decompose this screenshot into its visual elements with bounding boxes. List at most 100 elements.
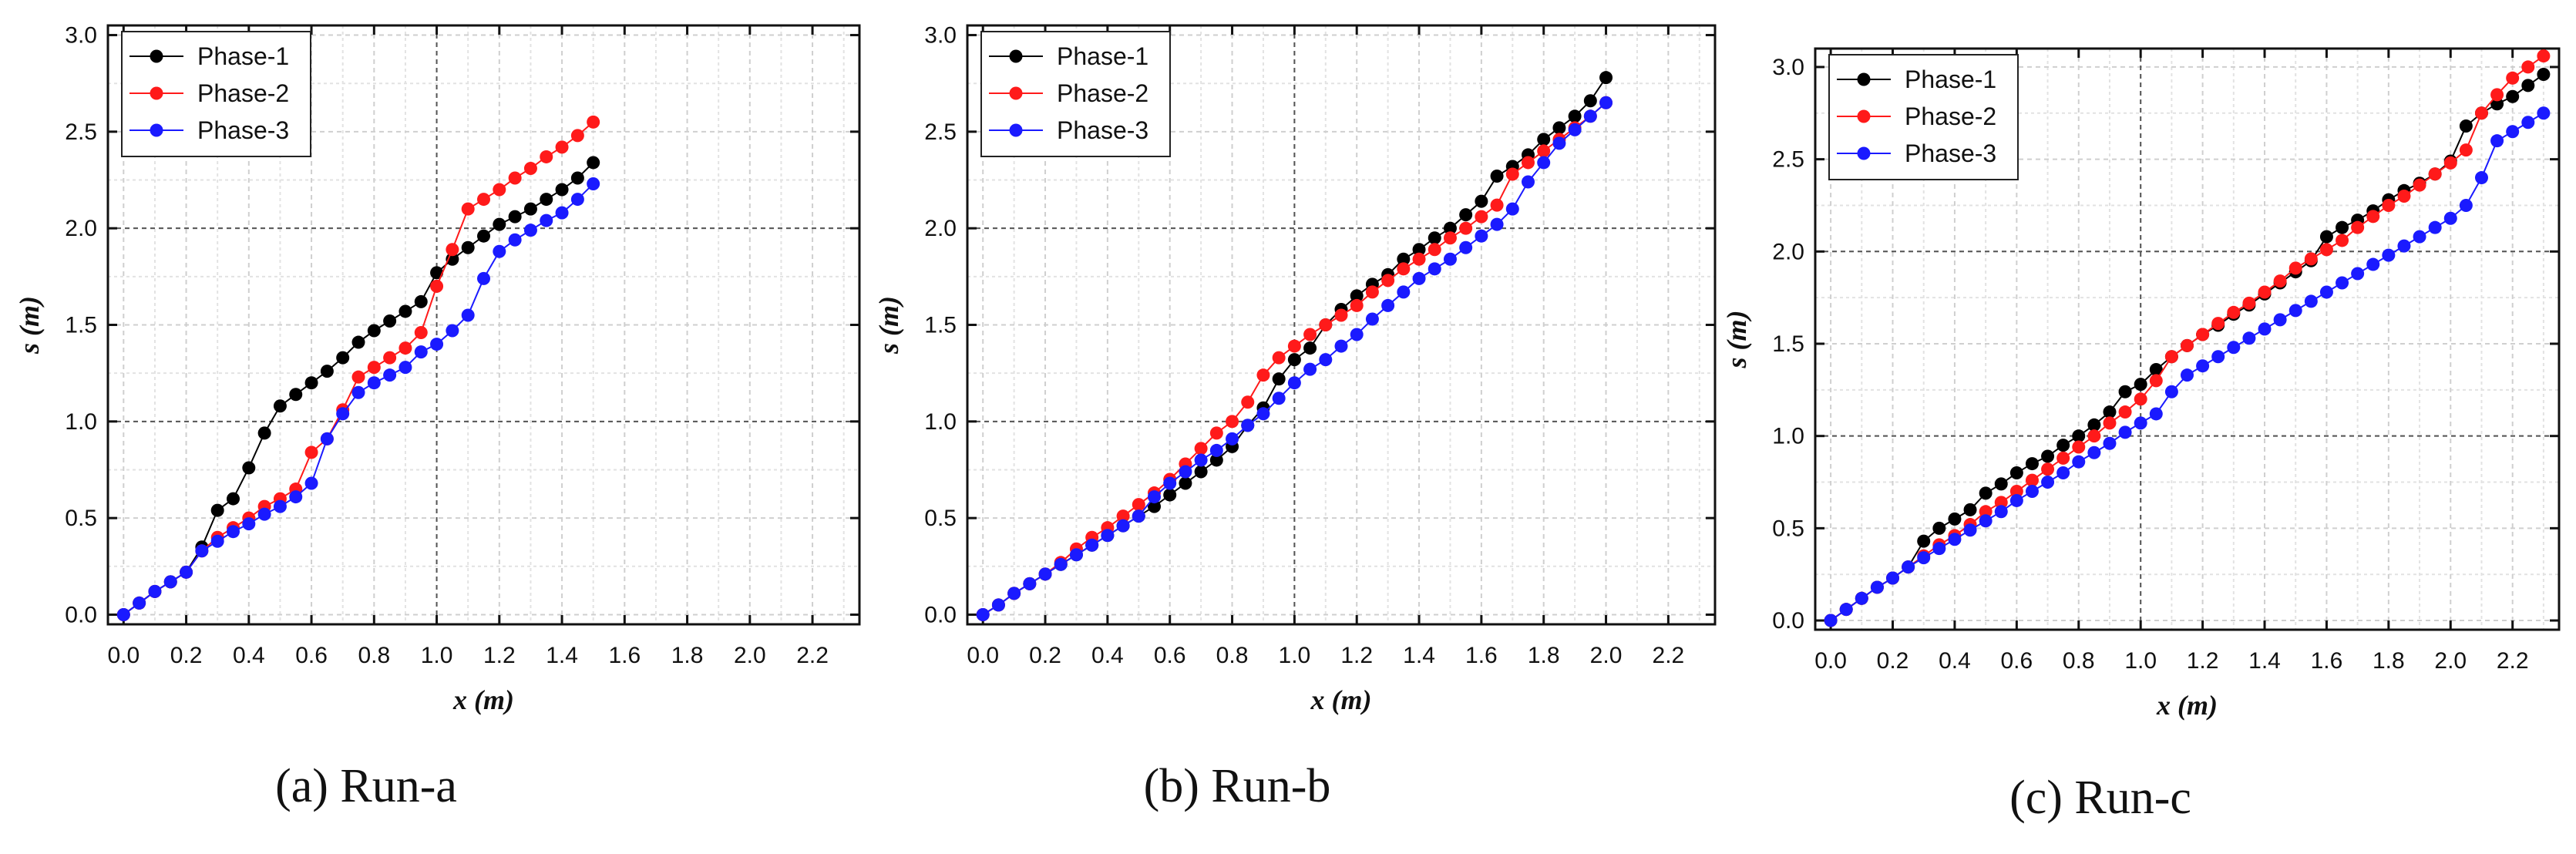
data-point: [1194, 442, 1208, 456]
legend-label: Phase-2: [1057, 79, 1148, 107]
data-point: [2087, 429, 2101, 443]
data-point: [1824, 614, 1838, 627]
data-point: [336, 351, 350, 365]
data-point: [2072, 429, 2086, 443]
data-point: [430, 338, 444, 351]
data-point: [2056, 466, 2070, 480]
x-tick-label: 1.0: [2124, 648, 2157, 674]
data-point: [1490, 217, 1504, 231]
data-point: [1855, 591, 1868, 605]
data-point: [1303, 328, 1317, 341]
data-point: [1334, 308, 1348, 322]
ticks: 0.0 0.2 0.4 0.6 0.8 1.0 1.2 1.4 1.6 1.8 2.0 2.2 0.0 0…: [65, 23, 859, 668]
x-tick-label: 0.6: [295, 643, 328, 668]
data-point: [351, 370, 365, 384]
y-tick-label: 1.5: [1772, 331, 1804, 357]
data-point: [2118, 425, 2132, 439]
data-point: [1886, 571, 1900, 585]
data-point: [2196, 359, 2210, 373]
y-tick-label: 2.0: [924, 216, 957, 241]
data-point: [1522, 175, 1535, 189]
data-point: [1054, 557, 1068, 571]
data-point: [2273, 313, 2287, 327]
data-point: [1490, 170, 1504, 183]
data-point: [2009, 484, 2023, 498]
x-tick-label: 1.2: [483, 643, 516, 668]
legend-marker: [1009, 49, 1023, 63]
data-point: [2056, 451, 2070, 465]
data-point: [2258, 285, 2272, 299]
data-point: [1475, 210, 1488, 224]
x-tick-label: 1.4: [1403, 643, 1435, 668]
data-point: [2118, 385, 2132, 398]
data-point: [2134, 392, 2147, 406]
x-tick-label: 0.0: [967, 643, 999, 668]
data-point: [2490, 134, 2504, 148]
data-point: [1319, 318, 1333, 331]
data-point: [1412, 252, 1426, 266]
data-point: [1007, 587, 1021, 600]
data-point: [1365, 285, 1379, 299]
data-point: [1272, 351, 1286, 365]
legend-marker: [1009, 86, 1023, 100]
data-point: [1226, 432, 1239, 445]
data-point: [1163, 476, 1177, 490]
data-point: [587, 115, 600, 129]
data-point: [1994, 496, 2008, 509]
data-point: [523, 161, 537, 175]
data-point: [2025, 473, 2039, 487]
data-point: [461, 308, 475, 322]
data-point: [1085, 538, 1099, 552]
x-tick-label: 2.0: [1590, 643, 1623, 668]
data-point: [1116, 519, 1130, 533]
data-point: [367, 376, 381, 390]
data-point: [2041, 449, 2055, 463]
data-point: [555, 183, 569, 197]
y-axis-label: s (m): [1721, 311, 1752, 369]
data-point: [1163, 488, 1177, 502]
data-point: [2490, 97, 2504, 111]
data-point: [1412, 271, 1426, 285]
data-point: [1932, 542, 1946, 556]
data-point: [1505, 202, 1519, 216]
data-point: [367, 324, 381, 338]
data-point: [210, 503, 224, 517]
grid: [967, 25, 1715, 624]
x-tick-label: 1.0: [421, 643, 453, 668]
data-point: [1583, 109, 1597, 123]
data-point: [2506, 71, 2520, 85]
data-point: [1459, 221, 1473, 235]
data-point: [508, 233, 522, 247]
data-point: [304, 376, 318, 390]
data-point: [1979, 514, 1993, 528]
data-point: [461, 240, 475, 254]
data-point: [1350, 289, 1364, 303]
data-point: [1599, 96, 1613, 109]
y-tick-label: 3.0: [65, 23, 97, 49]
legend-marker: [150, 86, 163, 100]
data-point: [2397, 189, 2411, 203]
data-point: [1994, 477, 2008, 491]
data-point: [1599, 71, 1613, 85]
data-point: [1963, 523, 1977, 537]
data-point: [210, 534, 224, 548]
ticks: 0.0 0.2 0.4 0.6 0.8 1.0 1.2 1.4 1.6 1.8 2.0 2.2 0.0 0…: [1772, 49, 2559, 674]
data-point: [587, 156, 600, 170]
data-point: [430, 266, 444, 280]
data-point: [1870, 580, 1884, 594]
data-point: [1397, 285, 1411, 299]
data-point: [1101, 529, 1115, 543]
x-tick-label: 1.4: [2248, 648, 2281, 674]
data-point: [2149, 362, 2163, 376]
data-point: [2041, 476, 2055, 489]
data-point: [2413, 230, 2426, 244]
data-point: [2351, 267, 2365, 281]
series-phase-3: [1824, 106, 2551, 627]
data-point: [1397, 252, 1411, 266]
data-point: [1443, 231, 1457, 245]
data-point: [570, 129, 584, 143]
data-point: [1428, 231, 1441, 245]
data-point: [2242, 296, 2256, 310]
y-axis-label: s (m): [873, 296, 904, 355]
data-point: [399, 341, 412, 355]
